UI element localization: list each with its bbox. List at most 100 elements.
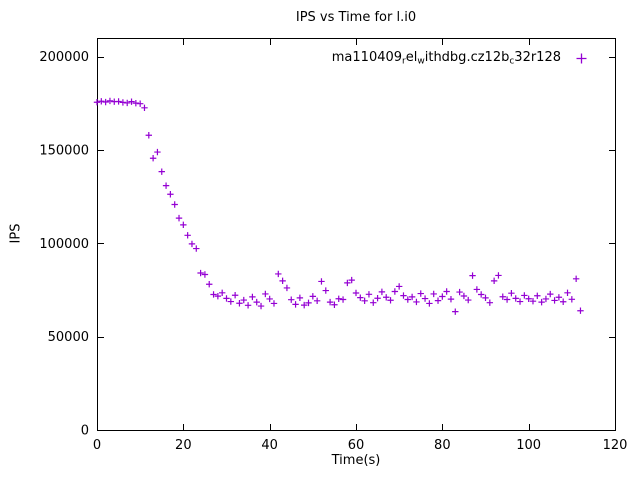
data-point-marker — [339, 296, 347, 303]
data-point-marker — [516, 298, 524, 305]
data-point-marker — [283, 284, 291, 292]
data-point-marker — [486, 299, 494, 306]
data-point-marker — [313, 297, 321, 305]
data-point-marker — [547, 290, 554, 298]
data-point-marker — [352, 289, 360, 297]
legend-label-subscript: r — [402, 56, 406, 67]
data-point-marker — [275, 270, 282, 278]
plus-marker-icon — [576, 53, 587, 64]
data-point-marker — [572, 275, 580, 282]
data-point-marker — [408, 293, 416, 301]
data-point-marker — [305, 299, 312, 307]
data-point-marker — [227, 298, 235, 305]
data-point-marker — [357, 294, 364, 301]
data-point-marker — [223, 295, 230, 302]
data-point-marker — [331, 301, 338, 308]
data-point-marker — [370, 299, 377, 306]
data-point-marker — [197, 269, 204, 277]
data-point-marker — [270, 300, 278, 307]
legend-label: ma110409relwithdbg.cz12bc32r128 — [332, 50, 561, 66]
data-point-marker — [477, 291, 485, 298]
data-point-marker — [400, 292, 407, 299]
legend-label-subscript: c — [509, 56, 515, 67]
data-point-marker — [335, 295, 342, 302]
data-point-marker — [417, 290, 424, 297]
data-point-marker — [210, 291, 217, 298]
y-tick-label: 200000 — [39, 50, 89, 65]
data-point-marker — [482, 294, 489, 302]
data-point-marker — [296, 294, 304, 302]
chart-title: IPS vs Time for l.i0 — [295, 10, 417, 25]
data-point-marker — [214, 292, 222, 300]
data-point-marker — [162, 182, 170, 189]
data-point-marker — [456, 288, 463, 296]
data-point-marker — [240, 296, 247, 304]
data-point-marker — [387, 297, 394, 304]
data-point-marker — [383, 294, 390, 301]
data-point-marker — [201, 271, 209, 278]
data-point-marker — [460, 292, 468, 300]
data-point-marker — [469, 272, 476, 279]
data-point-marker — [465, 296, 472, 304]
data-point-marker — [184, 232, 191, 239]
y-tick-label: 50000 — [48, 330, 89, 345]
data-point-marker — [430, 290, 437, 298]
data-point-marker — [128, 98, 135, 105]
x-tick-label: 0 — [93, 438, 101, 453]
data-point-marker — [231, 292, 239, 299]
x-axis-label: Time(s) — [331, 453, 381, 468]
data-point-marker — [426, 300, 433, 307]
data-point-marker — [93, 99, 101, 106]
data-point-marker — [236, 300, 243, 307]
data-point-marker — [218, 289, 226, 296]
data-point-marker — [503, 296, 511, 303]
y-tick-label: 150000 — [39, 144, 89, 159]
data-point-marker — [568, 296, 576, 303]
data-point-marker — [499, 293, 506, 300]
data-point-marker — [98, 98, 105, 105]
data-point-marker — [564, 289, 571, 296]
x-tick-label: 40 — [261, 438, 278, 453]
data-point-marker — [318, 278, 325, 285]
data-point-marker — [188, 240, 196, 248]
data-point-marker — [490, 277, 498, 285]
data-point-marker — [378, 288, 386, 296]
data-point-marker — [439, 293, 446, 300]
data-point-marker — [365, 291, 373, 298]
data-point-marker — [344, 279, 351, 287]
data-point-marker — [102, 98, 109, 106]
data-point-marker — [508, 289, 515, 297]
legend-label-subscript: w — [417, 56, 425, 67]
legend-label-segment: el — [405, 50, 418, 65]
data-point-marker — [495, 272, 502, 279]
data-point-marker — [301, 301, 308, 309]
x-tick-label: 80 — [434, 438, 451, 453]
y-axis-label: IPS — [8, 223, 24, 244]
data-point-marker — [534, 292, 541, 299]
data-point-marker — [115, 98, 122, 105]
data-point-marker — [136, 100, 144, 107]
data-point-marker — [529, 298, 537, 305]
data-point-marker — [413, 298, 420, 306]
data-point-marker — [124, 99, 131, 107]
data-point-marker — [257, 302, 265, 310]
data-point-marker — [434, 297, 442, 304]
data-point-marker — [309, 293, 317, 300]
x-tick-label: 120 — [603, 438, 628, 453]
data-point-marker — [361, 297, 368, 305]
legend: ma110409relwithdbg.cz12bc32r128 — [332, 50, 588, 66]
data-point-marker — [560, 298, 567, 305]
data-point-marker — [292, 301, 299, 308]
y-tick-label: 100000 — [39, 237, 89, 252]
x-tick-label: 100 — [516, 438, 541, 453]
data-point-marker — [452, 308, 459, 315]
data-point-marker — [473, 286, 481, 293]
data-point-marker — [447, 295, 455, 303]
data-point-marker — [551, 297, 558, 304]
legend-label-segment: ithdbg.cz12b — [424, 50, 510, 65]
y-tick-label: 0 — [81, 424, 89, 439]
data-point-marker — [525, 295, 532, 302]
data-point-marker — [154, 148, 161, 156]
